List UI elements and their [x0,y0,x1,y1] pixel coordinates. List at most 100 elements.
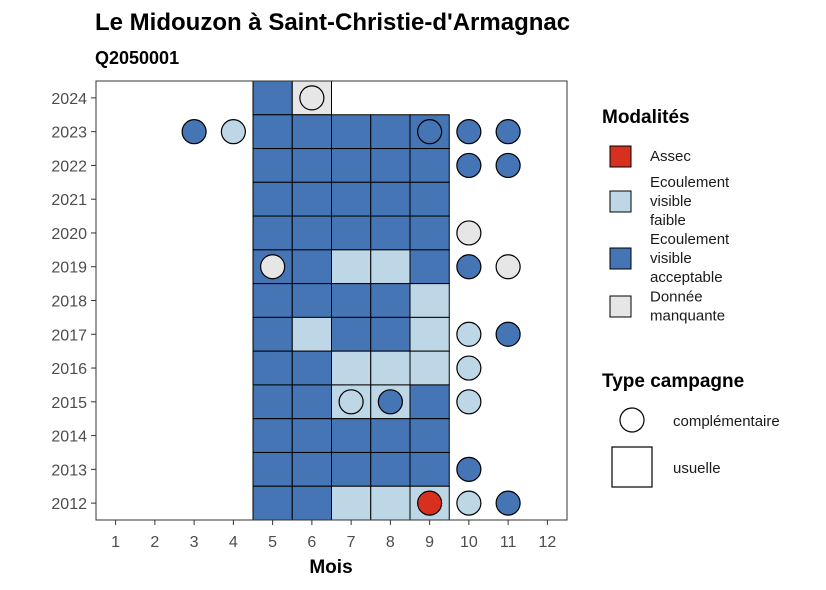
legend-label-acceptable: Ecoulement visible acceptable [650,231,730,286]
tile-usuelle-2016-9 [409,350,450,386]
legend-label-faible: Ecoulement visible faible [650,174,730,229]
tile-usuelle-2012-5 [252,485,293,521]
legend-swatch-faible [609,190,632,213]
y-tick-label-2012: 2012 [51,496,87,513]
tile-usuelle-2021-8 [370,181,411,217]
x-tick-label-1: 1 [111,534,120,551]
x-tick-label-5: 5 [268,534,277,551]
y-tick-label-2018: 2018 [51,294,87,311]
tile-usuelle-2017-5 [252,316,293,352]
plot-area [95,80,568,521]
legend-campaign-type: Type campagne complémentaire usuelle [602,371,780,488]
y-tick-label-2013: 2013 [51,462,87,479]
point-complementaire-2019-5 [260,254,286,280]
point-complementaire-2023-11 [495,119,521,145]
point-complementaire-2012-9 [417,490,443,516]
tile-usuelle-2021-5 [252,181,293,217]
legend-label-manquante: Donnée manquante [650,289,725,325]
x-tick-label-3: 3 [190,534,199,551]
tile-usuelle-2016-6 [291,350,332,386]
tile-usuelle-2022-7 [331,148,372,183]
point-complementaire-2017-10 [456,321,482,347]
y-tick-label-2015: 2015 [51,395,87,412]
tile-usuelle-2013-8 [370,451,411,487]
tile-usuelle-2013-5 [252,451,293,487]
y-axis: 2012 2013 2014 2015 2016 2017 2018 2019 2020 2021… [51,91,96,513]
y-tick-label-2024: 2024 [51,91,87,108]
x-tick-label-12: 12 [538,534,556,551]
legend-swatch-assec [609,145,632,168]
point-complementaire-2015-7 [338,389,364,415]
tile-usuelle-2018-9 [409,283,450,318]
tile-usuelle-2018-6 [291,283,332,318]
chart-title: Le Midouzon à Saint-Christie-d'Armagnac [95,9,570,36]
legend-modalities-title: Modalités [602,107,690,128]
tile-usuelle-2015-5 [252,384,293,420]
tile-usuelle-2023-5 [252,114,293,150]
point-complementaire-2013-10 [456,456,482,482]
y-tick-label-2023: 2023 [51,125,87,142]
tile-usuelle-2014-9 [409,418,450,453]
tile-usuelle-2012-8 [370,485,411,521]
y-tick-label-2017: 2017 [51,327,87,344]
tile-usuelle-2014-8 [370,418,411,453]
tile-usuelle-2024-5 [252,80,293,116]
tile-usuelle-2023-8 [370,114,411,150]
tile-usuelle-2014-6 [291,418,332,453]
tile-usuelle-2022-6 [291,148,332,183]
tile-usuelle-2018-5 [252,283,293,318]
tile-usuelle-2019-9 [409,249,450,285]
y-tick-label-2014: 2014 [51,429,87,446]
tile-usuelle-2020-5 [252,215,293,251]
point-complementaire-2024-6 [299,85,325,111]
x-tick-label-2: 2 [150,534,159,551]
point-complementaire-2015-8 [377,389,403,415]
point-complementaire-2023-9 [417,119,443,145]
point-complementaire-2015-10 [456,389,482,415]
legend-label-complementaire: complémentaire [673,413,780,430]
y-tick-label-2021: 2021 [51,192,87,209]
x-tick-label-7: 7 [347,534,356,551]
tile-usuelle-2017-6 [291,316,332,352]
tile-usuelle-2017-9 [409,316,450,352]
tile-usuelle-2019-8 [370,249,411,285]
tile-usuelle-2021-7 [331,181,372,217]
x-tick-label-8: 8 [386,534,395,551]
tile-usuelle-2023-7 [331,114,372,150]
y-tick-label-2022: 2022 [51,158,87,175]
tile-usuelle-2018-8 [370,283,411,318]
legend-key-usuelle [611,446,653,488]
legend-key-complementaire [619,407,645,433]
tile-usuelle-2020-7 [331,215,372,251]
x-axis: 1 2 3 4 5 6 7 8 9 10 11 12 [111,520,556,551]
tile-usuelle-2021-9 [409,181,450,217]
tile-usuelle-2020-8 [370,215,411,251]
tile-usuelle-2017-8 [370,316,411,352]
legend-label-assec: Assec [650,148,691,165]
point-complementaire-2016-10 [456,355,482,381]
tile-usuelle-2013-6 [291,451,332,487]
point-complementaire-2020-10 [456,220,482,246]
tile-usuelle-2014-5 [252,418,293,453]
y-tick-label-2016: 2016 [51,361,87,378]
point-complementaire-2012-10 [456,490,482,516]
tile-usuelle-2020-6 [291,215,332,251]
legend-label-usuelle: usuelle [673,460,721,477]
tile-usuelle-2016-8 [370,350,411,386]
point-complementaire-2023-4 [220,119,246,145]
legend-swatch-acceptable [609,247,632,270]
tile-usuelle-2012-7 [331,485,372,521]
x-tick-label-11: 11 [500,534,517,551]
tile-usuelle-2017-7 [331,316,372,352]
point-complementaire-2022-11 [495,152,521,179]
legend-swatch-manquante [609,295,632,318]
tile-usuelle-2019-7 [331,249,372,285]
tile-usuelle-2014-7 [331,418,372,453]
y-tick-label-2020: 2020 [51,226,87,243]
x-axis-title: Mois [309,557,352,578]
tile-usuelle-2021-6 [291,181,332,217]
x-tick-label-6: 6 [307,534,316,551]
point-complementaire-2019-11 [495,254,521,280]
tile-usuelle-2016-7 [331,350,372,386]
